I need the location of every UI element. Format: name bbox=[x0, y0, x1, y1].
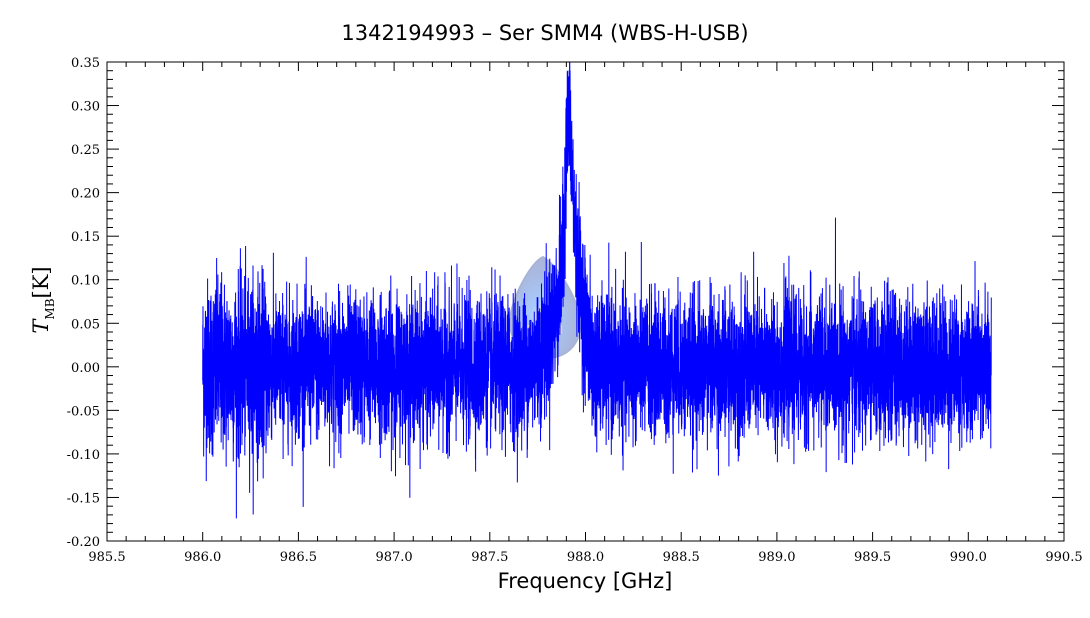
x-tick-label: 986.5 bbox=[280, 550, 317, 565]
y-tick-label: 0.25 bbox=[71, 143, 100, 158]
y-tick-label: -0.05 bbox=[67, 404, 100, 419]
x-tick-label: 988.0 bbox=[567, 550, 604, 565]
y-tick-label: 0.00 bbox=[71, 361, 100, 376]
plot-area bbox=[202, 61, 992, 519]
y-label-subscript: MB bbox=[43, 298, 57, 319]
y-tick-label: -0.20 bbox=[67, 535, 100, 550]
x-tick-label: 985.5 bbox=[88, 550, 125, 565]
x-tick-label: 987.0 bbox=[375, 550, 412, 565]
chart-title: 1342194993 – Ser SMM4 (WBS-H-USB) bbox=[341, 21, 748, 45]
y-tick-label: 0.10 bbox=[71, 274, 100, 289]
spectrum-line bbox=[202, 61, 992, 519]
x-axis-label: Frequency [GHz] bbox=[498, 569, 673, 593]
y-tick-label: -0.15 bbox=[67, 491, 100, 506]
y-tick-label: 0.35 bbox=[71, 56, 100, 71]
x-tick-label: 989.0 bbox=[758, 550, 795, 565]
y-label-symbol: T bbox=[29, 318, 53, 334]
y-tick-label: 0.20 bbox=[71, 187, 100, 202]
x-tick-label: 987.5 bbox=[471, 550, 508, 565]
y-tick-label: 0.05 bbox=[71, 317, 100, 332]
y-tick-label: 0.30 bbox=[71, 100, 100, 115]
axes: 985.5 986.0 986.5 987.0 987.5 988.0 988.5 989.0… bbox=[67, 56, 1083, 565]
y-axis-label: TMB[K] bbox=[29, 266, 57, 333]
y-tick-label: 0.15 bbox=[71, 230, 100, 245]
x-tick-label: 988.5 bbox=[663, 550, 700, 565]
y-label-unit: [K] bbox=[29, 266, 53, 298]
x-tick-label: 986.0 bbox=[184, 550, 221, 565]
y-tick-label: -0.10 bbox=[67, 448, 100, 463]
x-tick-label: 989.5 bbox=[854, 550, 891, 565]
x-tick-label: 990.0 bbox=[950, 550, 987, 565]
x-tick-label: 990.5 bbox=[1045, 550, 1082, 565]
